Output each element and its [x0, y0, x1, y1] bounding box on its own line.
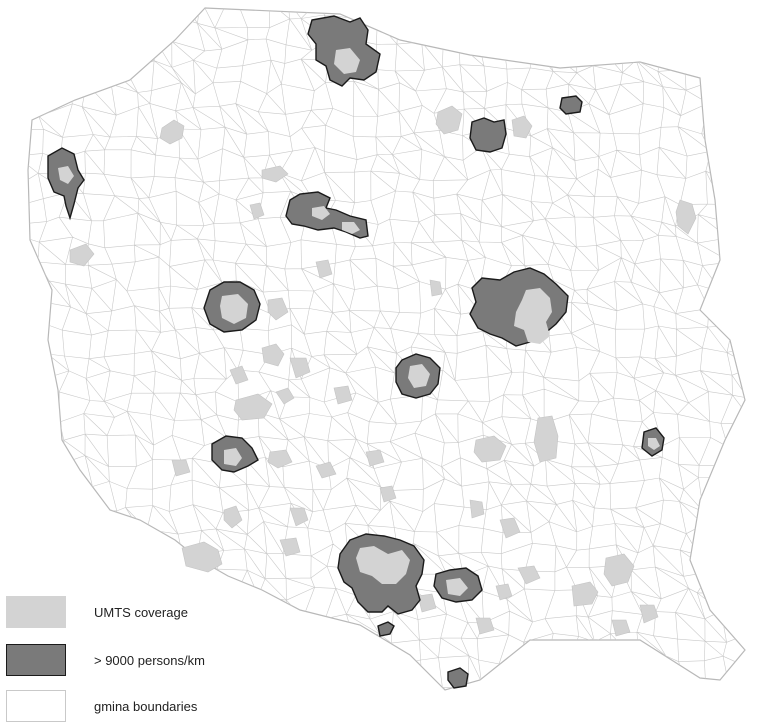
umts-area	[279, 537, 301, 557]
umts-area	[223, 505, 243, 529]
dense-area-southwest-small	[377, 621, 395, 637]
dense-area-center-core	[408, 364, 430, 388]
umts-area	[249, 202, 265, 220]
dense-area-west-central-core	[220, 294, 248, 324]
umts-area	[571, 581, 599, 607]
legend-label-gmina: gmina boundaries	[94, 698, 198, 714]
dense-area-central-north-core	[312, 206, 360, 234]
umts-area	[159, 119, 185, 145]
dense-area-mountains	[447, 667, 469, 689]
umts-area	[229, 365, 249, 385]
umts-area	[267, 449, 293, 469]
umts-area	[603, 553, 635, 587]
umts-area	[499, 517, 521, 539]
dense-area-capital-core	[514, 288, 552, 344]
dense-area-northeast	[469, 117, 507, 153]
dense-population-areas	[47, 15, 665, 689]
dense-area-west-border-core	[58, 166, 74, 184]
umts-area	[611, 619, 631, 637]
umts-area	[181, 541, 223, 573]
umts-area	[435, 105, 463, 135]
umts-area	[171, 459, 191, 477]
legend-item-gmina: gmina boundaries	[6, 690, 197, 722]
gmina-swatch	[6, 690, 66, 722]
legend-label-umts: UMTS coverage	[94, 604, 188, 620]
umts-area	[475, 617, 495, 635]
umts-area	[289, 507, 309, 527]
dense-area-south-core	[446, 578, 468, 596]
umts-area	[473, 435, 507, 463]
dense-area-southwest-core	[224, 448, 242, 466]
umts-area	[315, 259, 333, 279]
dense-area-east-core	[648, 438, 660, 450]
umts-area	[511, 115, 533, 139]
legend-item-umts: UMTS coverage	[6, 596, 188, 628]
dense-area-silesia-core	[356, 546, 410, 584]
umts-area	[69, 243, 95, 267]
dense-area-northeast-small	[559, 95, 583, 115]
umts-area	[517, 565, 541, 585]
umts-area	[469, 499, 485, 519]
umts-area	[417, 593, 437, 613]
umts-area	[333, 385, 353, 405]
umts-area	[267, 297, 289, 321]
umts-area	[639, 604, 659, 624]
umts-area	[365, 449, 385, 467]
legend-label-dense: > 9000 persons/km	[94, 652, 205, 668]
umts-area	[495, 583, 513, 601]
umts-area	[379, 485, 397, 503]
umts-area	[675, 199, 697, 235]
umts-area	[315, 461, 337, 479]
umts-area	[261, 165, 289, 183]
umts-area	[233, 393, 273, 421]
dense-swatch	[6, 644, 66, 676]
legend-item-dense: > 9000 persons/km	[6, 644, 205, 676]
umts-area	[261, 343, 285, 367]
umts-swatch	[6, 596, 66, 628]
umts-coverage-areas	[69, 105, 697, 637]
umts-area	[533, 415, 559, 463]
umts-area	[429, 279, 443, 297]
dense-area-north-coast-core	[334, 48, 360, 74]
umts-area	[275, 387, 295, 405]
umts-area	[289, 357, 311, 379]
